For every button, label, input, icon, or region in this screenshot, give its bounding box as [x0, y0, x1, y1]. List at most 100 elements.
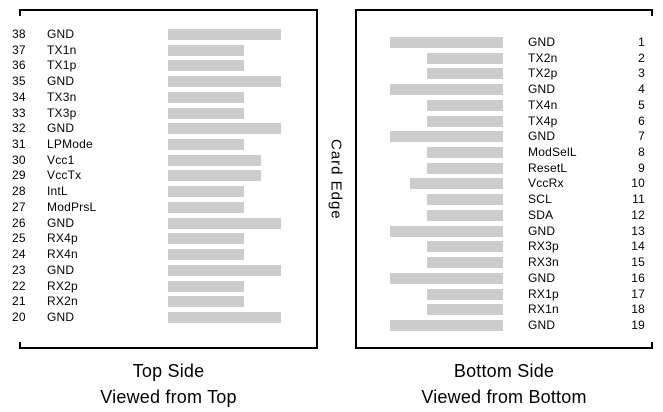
pin-row-18-rx1n: 18 RX1n: [380, 302, 645, 318]
pin-row-13-gnd: 13 GND: [380, 224, 645, 240]
pin-name: SDA: [528, 207, 554, 222]
pin-number: 29: [12, 168, 26, 183]
pin-name: GND: [528, 82, 556, 97]
pad-bar-medium: [168, 170, 261, 182]
pin-name: TX1p: [47, 58, 77, 73]
pin-row-37-tx1n: 37 TX1n: [12, 43, 304, 59]
pin-name: VccRx: [528, 176, 564, 191]
pin-number: 26: [12, 215, 26, 230]
pin-number: 28: [12, 184, 26, 199]
pad-bar-long: [168, 311, 281, 323]
pin-number: 36: [12, 58, 26, 73]
pin-name: ModPrsL: [47, 199, 97, 214]
pin-row-14-rx3p: 14 RX3p: [380, 239, 645, 255]
pin-number: 5: [638, 97, 645, 112]
pin-name: GND: [47, 74, 75, 89]
pin-number: 23: [12, 262, 26, 277]
pin-row-27-modprsl: 27 ModPrsL: [12, 200, 304, 216]
pad-bar-short: [168, 233, 244, 245]
pin-row-38-gnd: 38 GND: [12, 27, 304, 43]
pad-bar-short: [168, 60, 244, 72]
panel-corner-stub: [19, 11, 21, 16]
pad-bar-short: [427, 52, 503, 64]
pin-name: GND: [47, 262, 75, 277]
pin-number: 3: [638, 66, 645, 81]
card-edge-label: Card Edge: [327, 138, 345, 220]
pin-row-31-lpmode: 31 LPMode: [12, 137, 304, 153]
pin-name: ModSelL: [528, 145, 577, 160]
pad-bar-long: [168, 217, 281, 229]
pin-number: 20: [12, 309, 26, 324]
pin-name: RX1n: [528, 302, 559, 317]
pin-row-29-vcctx: 29 VccTx: [12, 168, 304, 184]
pad-bar-short: [427, 241, 503, 253]
pin-number: 2: [638, 50, 645, 65]
pin-row-22-rx2p: 22 RX2p: [12, 279, 304, 295]
top-side-caption-line2: Viewed from Top: [100, 387, 237, 407]
bottom-side-pin-rows: 1 GND 2 TX2n 3 TX2p 4 GND 5 TX4n 6 TX4p 7 GND 8 ModSelL…: [380, 35, 645, 334]
bottom-side-caption-line1: Bottom Side: [453, 361, 555, 381]
pin-row-6-tx4p: 6 TX4p: [380, 114, 645, 130]
pin-name: GND: [528, 270, 556, 285]
pin-number: 18: [631, 302, 645, 317]
pad-bar-short: [427, 68, 503, 80]
pin-row-34-tx3n: 34 TX3n: [12, 90, 304, 106]
pin-row-24-rx4n: 24 RX4n: [12, 247, 304, 263]
pad-bar-short: [427, 115, 503, 127]
pin-number: 22: [12, 278, 26, 293]
pin-row-5-tx4n: 5 TX4n: [380, 98, 645, 114]
pad-bar-short: [168, 249, 244, 261]
pin-row-15-rx3n: 15 RX3n: [380, 255, 645, 271]
pin-name: LPMode: [47, 137, 93, 152]
pin-number: 12: [631, 207, 645, 222]
pin-name: RX1p: [528, 286, 559, 301]
pin-name: TX1n: [47, 42, 77, 57]
pad-bar-short: [427, 209, 503, 221]
pin-name: GND: [47, 309, 75, 324]
pad-bar-short: [427, 162, 503, 174]
pin-row-36-tx1p: 36 TX1p: [12, 58, 304, 74]
pin-row-4-gnd: 4 GND: [380, 82, 645, 98]
pad-bar-short: [168, 139, 244, 151]
pin-name: GND: [47, 215, 75, 230]
pad-bar-long: [390, 37, 503, 48]
pad-bar-long: [168, 29, 281, 40]
pin-row-25-rx4p: 25 RX4p: [12, 231, 304, 247]
pin-name: GND: [528, 35, 556, 49]
top-side-caption: Top Side Viewed from Top: [19, 358, 318, 410]
pin-number: 6: [638, 113, 645, 128]
pad-bar-long: [390, 131, 503, 143]
pin-number: 1: [638, 35, 645, 49]
pad-bar-long: [390, 319, 503, 331]
pin-number: 13: [631, 223, 645, 238]
pin-name: RX2n: [47, 294, 78, 309]
pad-bar-short: [168, 107, 244, 119]
pin-row-8-modsell: 8 ModSelL: [380, 145, 645, 161]
pin-number: 21: [12, 294, 26, 309]
pad-bar-short: [427, 194, 503, 206]
top-side-pin-rows: 38 GND 37 TX1n 36 TX1p 35 GND 34 TX3n 33 TX3p 32 GND 3…: [12, 27, 304, 326]
pin-name: RX4n: [47, 247, 78, 262]
panel-corner-stub: [19, 342, 21, 347]
pin-name: TX2p: [528, 66, 558, 81]
pin-name: TX4n: [528, 97, 558, 112]
pad-bar-short: [168, 186, 244, 198]
pin-name: RX3p: [528, 239, 559, 254]
pin-name: RX3n: [528, 255, 559, 270]
pin-name: GND: [528, 223, 556, 238]
pin-row-19-gnd: 19 GND: [380, 318, 645, 334]
pin-name: TX3p: [47, 105, 77, 120]
pin-number: 7: [638, 129, 645, 144]
pin-row-12-sda: 12 SDA: [380, 208, 645, 224]
pad-bar-short: [168, 280, 244, 292]
panel-corner-stub: [651, 342, 653, 347]
pad-bar-long: [390, 84, 503, 96]
pin-name: GND: [528, 129, 556, 144]
pad-bar-short: [427, 257, 503, 269]
pin-row-35-gnd: 35 GND: [12, 74, 304, 90]
pin-number: 24: [12, 247, 26, 262]
pin-number: 8: [638, 145, 645, 160]
pad-bar-long: [168, 264, 281, 276]
pin-number: 4: [638, 82, 645, 97]
